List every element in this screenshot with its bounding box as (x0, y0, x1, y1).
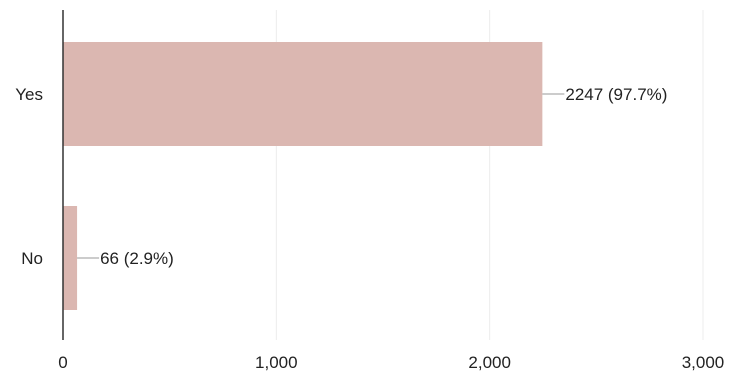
bar (63, 206, 78, 310)
x-tick-labels: 0 1,000 2,000 3,000 (58, 353, 724, 372)
bar (63, 42, 543, 146)
x-tick-label: 1,000 (255, 353, 298, 372)
category-label: No (21, 249, 43, 268)
x-tick-label: 3,000 (682, 353, 725, 372)
category-labels: Yes No (15, 85, 43, 268)
leader-lines (77, 93, 565, 259)
category-label: Yes (15, 85, 43, 104)
data-label: 66 (2.9%) (100, 249, 174, 268)
data-label: 2247 (97.7%) (565, 85, 667, 104)
x-tick-label: 2,000 (468, 353, 511, 372)
data-labels: 2247 (97.7%) 66 (2.9%) (100, 85, 667, 268)
bars (63, 42, 543, 310)
x-tick-label: 0 (58, 353, 67, 372)
